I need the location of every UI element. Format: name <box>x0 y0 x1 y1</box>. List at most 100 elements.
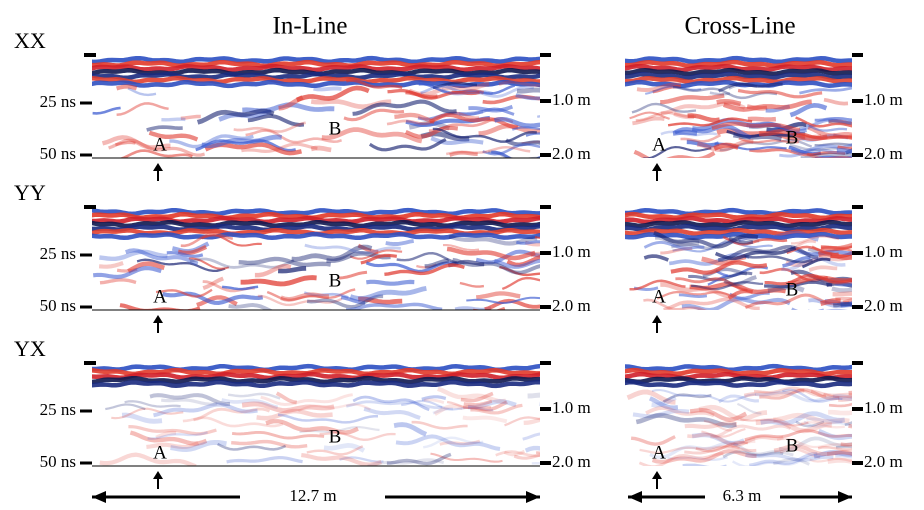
reflector <box>393 422 428 437</box>
depth-label: 2.0 m <box>864 296 903 315</box>
reflector <box>749 148 846 157</box>
reflector <box>226 455 303 464</box>
reflector <box>736 402 762 415</box>
reflector <box>384 263 465 276</box>
depth-label: 1.0 m <box>864 90 903 109</box>
reflector <box>147 431 208 440</box>
reflector <box>265 419 359 435</box>
reflector <box>828 409 852 416</box>
reflector <box>625 219 852 229</box>
reflector <box>732 442 794 457</box>
reflector <box>814 142 852 147</box>
radargram <box>625 363 852 466</box>
reflector <box>125 248 199 266</box>
reflector <box>463 399 493 407</box>
reflector <box>625 367 852 377</box>
reflector <box>755 418 832 434</box>
reflector <box>343 108 405 122</box>
reflector <box>451 89 485 95</box>
reflector <box>459 281 485 288</box>
reflector <box>256 408 333 421</box>
scale-arrow-head <box>526 491 540 503</box>
reflector <box>404 125 459 139</box>
reflector <box>430 452 503 463</box>
reflector <box>448 234 538 246</box>
reflector <box>631 102 697 114</box>
reflector <box>468 104 514 113</box>
reflector <box>92 106 121 115</box>
reflector <box>625 55 852 65</box>
reflector <box>296 85 370 103</box>
reflector <box>632 408 690 419</box>
reflector <box>795 116 852 128</box>
reflector <box>649 441 739 459</box>
reflector <box>92 63 540 73</box>
reflector <box>92 363 540 373</box>
radargram <box>92 55 540 158</box>
reflector <box>266 288 356 302</box>
reflector <box>491 150 540 158</box>
depth-label: 2.0 m <box>864 144 903 163</box>
reflector <box>260 393 353 407</box>
reflector <box>420 84 494 95</box>
reflector <box>446 246 536 261</box>
depth-label: 1.0 m <box>552 90 591 109</box>
reflector <box>651 449 757 464</box>
reflector <box>709 91 731 96</box>
reflector <box>831 286 852 293</box>
reflector <box>744 429 852 442</box>
reflector <box>782 388 843 403</box>
reflector <box>643 298 707 310</box>
reflector <box>807 125 852 139</box>
reflector <box>358 296 403 305</box>
reflector <box>643 146 712 158</box>
reflector <box>503 449 526 457</box>
reflector <box>625 375 852 385</box>
reflector <box>670 260 768 275</box>
marker-label: A <box>652 286 666 307</box>
reflector <box>501 276 540 290</box>
reflector <box>291 244 373 262</box>
reflector <box>682 463 727 466</box>
reflector <box>633 149 716 158</box>
reflector <box>639 444 740 454</box>
reflector <box>202 276 224 290</box>
marker-label: B <box>786 127 799 148</box>
reflector <box>525 132 540 137</box>
reflector <box>776 437 852 449</box>
reflector <box>161 117 186 122</box>
reflector <box>233 121 306 133</box>
reflector <box>772 457 810 466</box>
reflector <box>790 235 840 245</box>
reflector <box>352 395 430 412</box>
reflector <box>482 143 540 156</box>
reflector <box>99 278 137 285</box>
reflector <box>795 420 825 428</box>
reflector <box>710 424 791 439</box>
reflector <box>787 275 852 286</box>
reflector <box>643 254 669 262</box>
reflector <box>684 445 757 455</box>
reflector <box>625 63 852 73</box>
scale-arrow-head <box>92 491 106 503</box>
row-label: YX <box>14 336 46 361</box>
column-title: Cross-Line <box>684 13 795 40</box>
reflector <box>129 430 208 446</box>
reflector <box>338 270 368 280</box>
reflector <box>536 451 540 455</box>
reflector <box>321 127 423 144</box>
reflector <box>727 289 754 300</box>
reflector <box>180 114 201 121</box>
reflector <box>466 296 540 305</box>
reflector <box>743 388 805 398</box>
reflector <box>98 261 124 269</box>
reflector <box>177 244 208 256</box>
reflector <box>193 407 271 422</box>
reflector <box>92 207 540 217</box>
reflector <box>280 292 329 302</box>
reflector <box>401 399 494 412</box>
reflector <box>806 417 843 424</box>
reflector <box>789 102 828 118</box>
reflector <box>648 396 679 410</box>
